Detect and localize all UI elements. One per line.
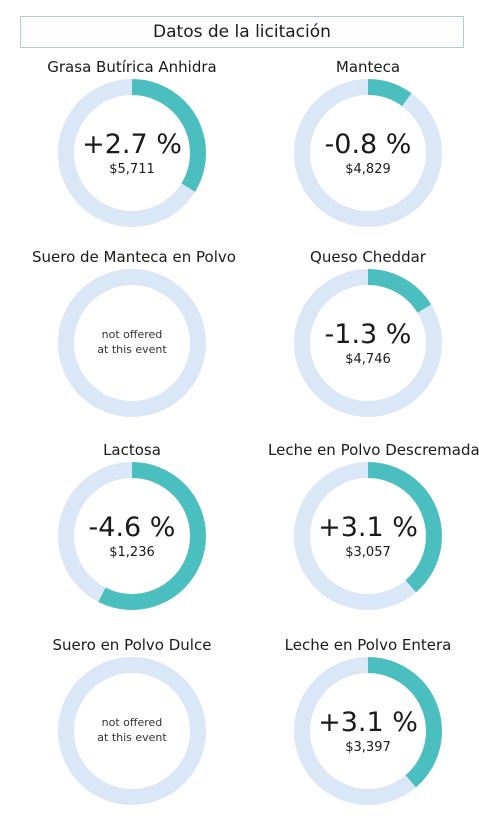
gauge-card: Grasa Butírica Anhidra +2.7 % $5,711 [32,58,232,248]
donut-gauge [294,269,442,417]
price-label: $3,397 [345,740,391,756]
change-label: +2.7 % [82,128,182,160]
gauge-title: Suero en Polvo Dulce [52,636,212,654]
gauge-title: Lactosa [103,441,161,459]
page-title: Datos de la licitación [20,16,464,48]
price-label: $5,711 [109,162,155,178]
donut-gauge [58,269,206,417]
ring-track [58,657,206,805]
not-offered-line-1: not offered [101,716,163,730]
page-title-text: Datos de la licitación [153,22,331,42]
change-arc [294,79,442,227]
change-arc [58,79,206,227]
not-offered-label: not offered at this event [97,328,166,358]
donut-gauge [294,462,442,610]
change-arc [294,657,442,805]
price-label: $4,746 [345,352,391,368]
gauge-title: Leche en Polvo Entera [284,636,452,654]
gauge-card: Lactosa -4.6 % $1,236 [32,441,232,631]
gauge-card: Queso Cheddar -1.3 % $4,746 [268,248,468,438]
not-offered-line-1: not offered [101,328,163,342]
gauge-card: Leche en Polvo Descremada +3.1 % $3,057 [268,441,479,631]
not-offered-line-2: at this event [97,343,167,356]
change-arc [294,462,442,610]
not-offered-label: not offered at this event [97,716,166,746]
not-offered-line-2: at this event [97,731,167,744]
gauge-title: Suero de Manteca en Polvo [32,248,236,266]
gauge-card: Suero de Manteca en Polvo not offered at… [32,248,236,438]
gauge-title: Manteca [335,58,401,76]
gauge-card: Suero en Polvo Dulce not offered at this… [32,636,232,826]
change-arc [58,462,206,610]
change-label: -4.6 % [88,511,176,543]
gauge-title: Leche en Polvo Descremada [268,441,479,459]
donut-gauge [58,462,206,610]
change-label: +3.1 % [318,511,418,543]
donut-gauge [294,79,442,227]
donut-gauge [294,657,442,805]
price-label: $1,236 [109,545,155,561]
change-label: -1.3 % [324,318,412,350]
donut-gauge [58,657,206,805]
price-label: $3,057 [345,545,391,561]
gauge-title: Queso Cheddar [310,248,426,266]
change-label: +3.1 % [318,706,418,738]
donut-gauge [58,79,206,227]
gauge-card: Manteca -0.8 % $4,829 [268,58,468,248]
ring-track [58,269,206,417]
change-label: -0.8 % [324,128,412,160]
price-label: $4,829 [345,162,391,178]
gauge-card: Leche en Polvo Entera +3.1 % $3,397 [268,636,468,826]
change-arc [294,269,442,417]
gauge-title: Grasa Butírica Anhidra [47,58,217,76]
